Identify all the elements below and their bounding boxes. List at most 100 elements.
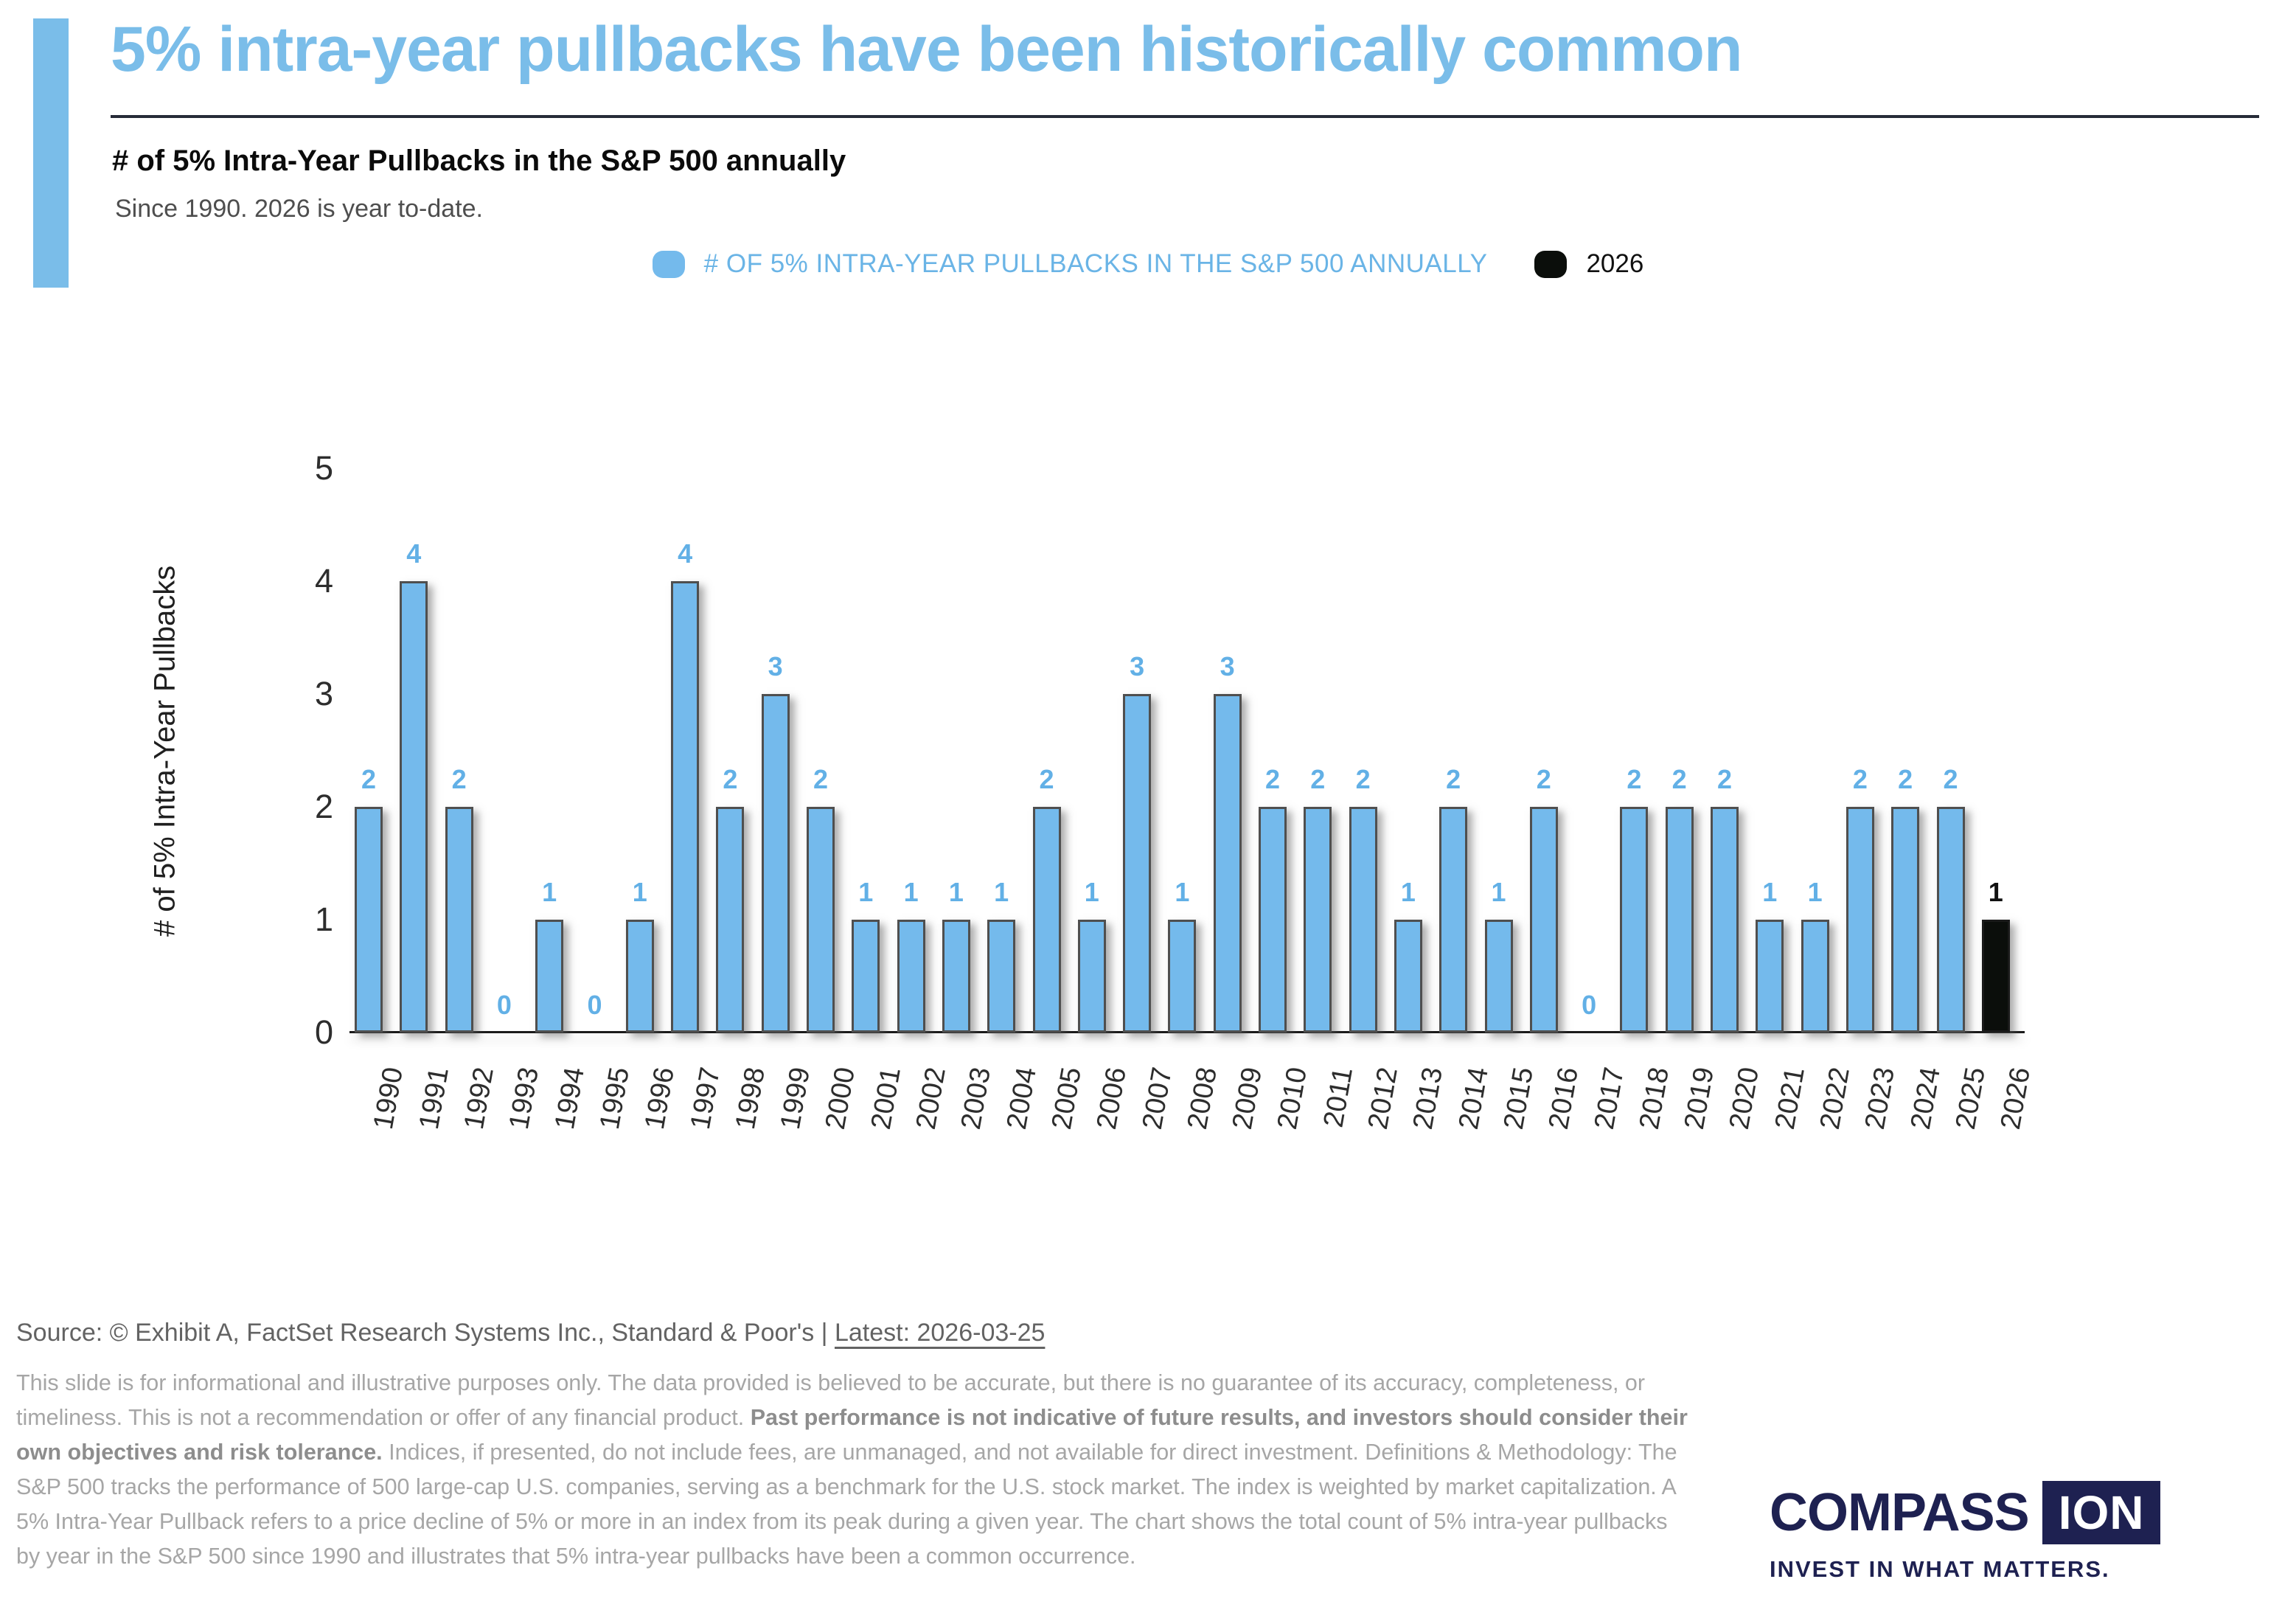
logo-tagline: INVEST IN WHAT MATTERS.	[1770, 1556, 2110, 1582]
value-label-2017: 0	[1582, 990, 1597, 1020]
value-label-2005: 2	[1039, 764, 1054, 794]
value-label-2006: 1	[1084, 877, 1099, 907]
y-tick-4: 4	[314, 562, 333, 600]
bar-1991	[400, 581, 428, 1033]
bar-2000	[807, 807, 835, 1033]
bar-2023	[1846, 807, 1874, 1033]
y-axis-title: # of 5% Intra-Year Pullbacks	[148, 565, 181, 937]
value-label-2021: 1	[1762, 877, 1778, 907]
legend-label-2026: 2026	[1586, 249, 1644, 278]
bar-2018	[1620, 807, 1649, 1033]
disclaimer-segment-2: Indices, if presented, do not include fe…	[16, 1440, 1677, 1569]
bar-2012	[1349, 807, 1377, 1033]
x-tick-2016: 2016	[1543, 1065, 1585, 1132]
bar-2014	[1439, 807, 1468, 1033]
source-text: Source: © Exhibit A, FactSet Research Sy…	[16, 1319, 835, 1347]
x-tick-2003: 2003	[956, 1065, 998, 1132]
x-tick-2009: 2009	[1227, 1065, 1269, 1132]
bar-2025	[1936, 807, 1965, 1033]
x-tick-2007: 2007	[1136, 1065, 1178, 1132]
value-label-2026: 1	[1988, 877, 2003, 907]
legend-item-2026: 2026	[1534, 249, 1643, 279]
logo-ion-text: ION	[2058, 1486, 2145, 1539]
x-tick-1997: 1997	[684, 1065, 726, 1132]
y-tick-1: 1	[314, 901, 333, 938]
bar-2002	[897, 920, 925, 1033]
value-label-2001: 1	[858, 877, 874, 907]
x-tick-2018: 2018	[1633, 1065, 1675, 1132]
x-tick-1993: 1993	[504, 1065, 546, 1132]
value-label-1997: 4	[678, 538, 693, 569]
x-tick-2000: 2000	[820, 1065, 862, 1132]
x-tick-2011: 2011	[1318, 1065, 1359, 1130]
value-label-2024: 2	[1898, 764, 1913, 794]
x-tick-1994: 1994	[549, 1065, 591, 1132]
bar-1999	[761, 694, 790, 1033]
title-divider	[111, 115, 2259, 118]
accent-bar	[33, 18, 69, 288]
bar-2008	[1168, 920, 1197, 1033]
value-label-1999: 3	[768, 651, 783, 681]
x-tick-2024: 2024	[1904, 1065, 1947, 1132]
x-tick-2010: 2010	[1272, 1065, 1314, 1132]
logo-ion-box: ION	[2042, 1481, 2161, 1544]
x-tick-1992: 1992	[458, 1065, 500, 1132]
bar-2009	[1213, 694, 1242, 1033]
source-line: Source: © Exhibit A, FactSet Research Sy…	[16, 1319, 1045, 1347]
x-tick-2023: 2023	[1860, 1065, 1902, 1132]
value-label-2007: 3	[1130, 651, 1145, 681]
value-label-2008: 1	[1175, 877, 1190, 907]
value-label-1993: 0	[496, 990, 512, 1020]
value-label-2009: 3	[1220, 651, 1235, 681]
value-label-2019: 2	[1671, 764, 1687, 794]
bar-2005	[1032, 807, 1061, 1033]
x-tick-2012: 2012	[1362, 1065, 1404, 1132]
value-label-2004: 1	[994, 877, 1009, 907]
bar-1998	[716, 807, 745, 1033]
logo-compass-text: COMPASS	[1770, 1483, 2030, 1542]
value-label-1995: 0	[587, 990, 602, 1020]
bar-2024	[1891, 807, 1920, 1033]
bar-2021	[1756, 920, 1784, 1033]
y-tick-0: 0	[314, 1013, 333, 1051]
value-label-1994: 1	[542, 877, 557, 907]
x-tick-2002: 2002	[910, 1065, 952, 1132]
value-label-2023: 2	[1852, 764, 1868, 794]
bar-2022	[1801, 920, 1829, 1033]
value-label-2016: 2	[1536, 764, 1551, 794]
x-tick-2017: 2017	[1588, 1065, 1630, 1132]
value-label-1998: 2	[723, 764, 738, 794]
bar-1997	[671, 581, 700, 1033]
value-label-1992: 2	[451, 764, 467, 794]
value-label-2025: 2	[1943, 764, 1958, 794]
x-tick-2020: 2020	[1724, 1065, 1766, 1132]
value-label-2014: 2	[1446, 764, 1461, 794]
x-tick-2013: 2013	[1408, 1065, 1450, 1132]
x-tick-2021: 2021	[1769, 1065, 1811, 1132]
bar-2013	[1394, 920, 1422, 1033]
bar-2003	[942, 920, 970, 1033]
value-label-2020: 2	[1716, 764, 1733, 794]
x-tick-2019: 2019	[1679, 1065, 1721, 1132]
disclaimer-text: This slide is for informational and illu…	[16, 1366, 1690, 1574]
bar-1992	[445, 807, 473, 1033]
bar-2001	[852, 920, 880, 1033]
x-tick-2001: 2001	[865, 1065, 907, 1132]
company-logo: COMPASS ION INVEST IN WHAT MATTERS.	[1770, 1481, 2161, 1583]
bar-2004	[987, 920, 1016, 1033]
disclaimer-segment-0: This slide is for informational and illu…	[16, 1370, 1646, 1430]
x-tick-2026: 2026	[1995, 1065, 2037, 1132]
bar-2010	[1259, 807, 1287, 1033]
value-label-2003: 1	[948, 877, 964, 907]
x-tick-2022: 2022	[1814, 1065, 1856, 1132]
x-tick-2025: 2025	[1949, 1065, 1991, 1132]
value-label-1996: 1	[632, 877, 647, 907]
legend-label-pullbacks: # OF 5% INTRA-YEAR PULLBACKS IN THE S&P …	[703, 249, 1488, 278]
source-latest-link[interactable]: Latest: 2026-03-25	[834, 1319, 1046, 1347]
logo-row: COMPASS ION	[1770, 1481, 2161, 1544]
bar-1994	[535, 920, 564, 1033]
value-label-2010: 2	[1264, 764, 1281, 794]
x-tick-1999: 1999	[775, 1065, 817, 1132]
